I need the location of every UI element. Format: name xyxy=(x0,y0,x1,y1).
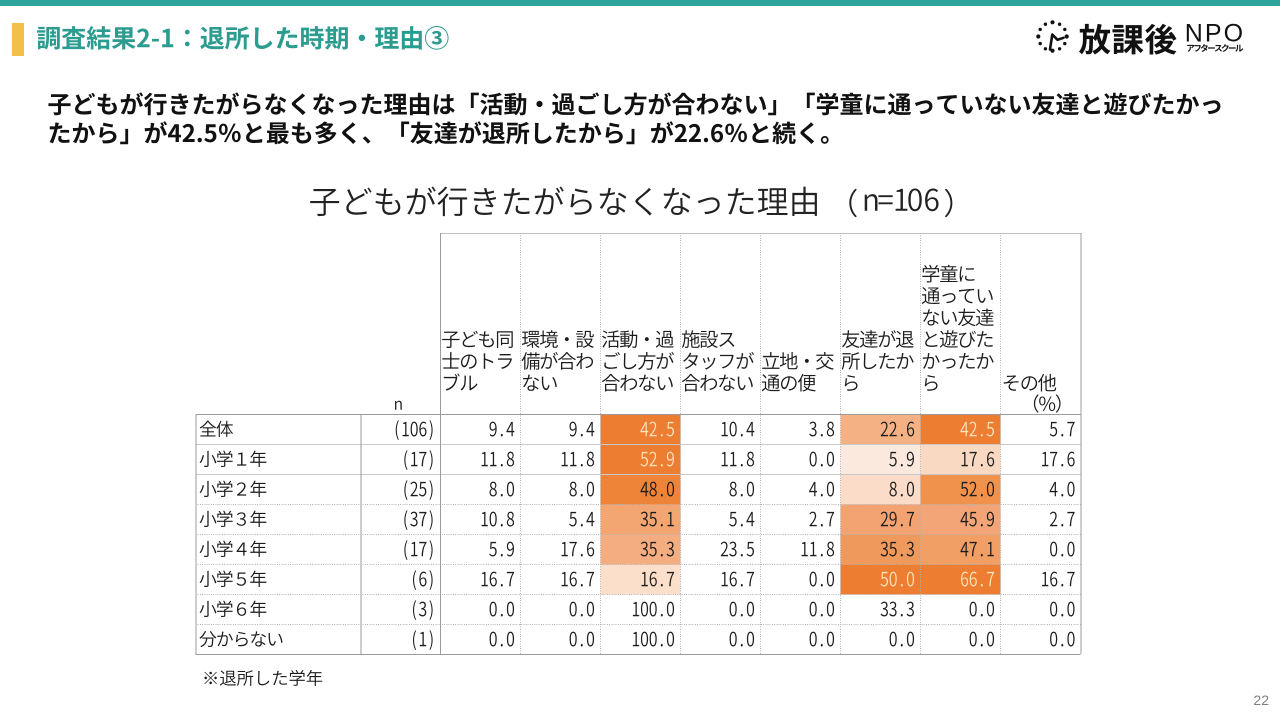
svg-text:NPO: NPO xyxy=(1185,19,1245,47)
svg-text:22: 22 xyxy=(1253,692,1269,708)
